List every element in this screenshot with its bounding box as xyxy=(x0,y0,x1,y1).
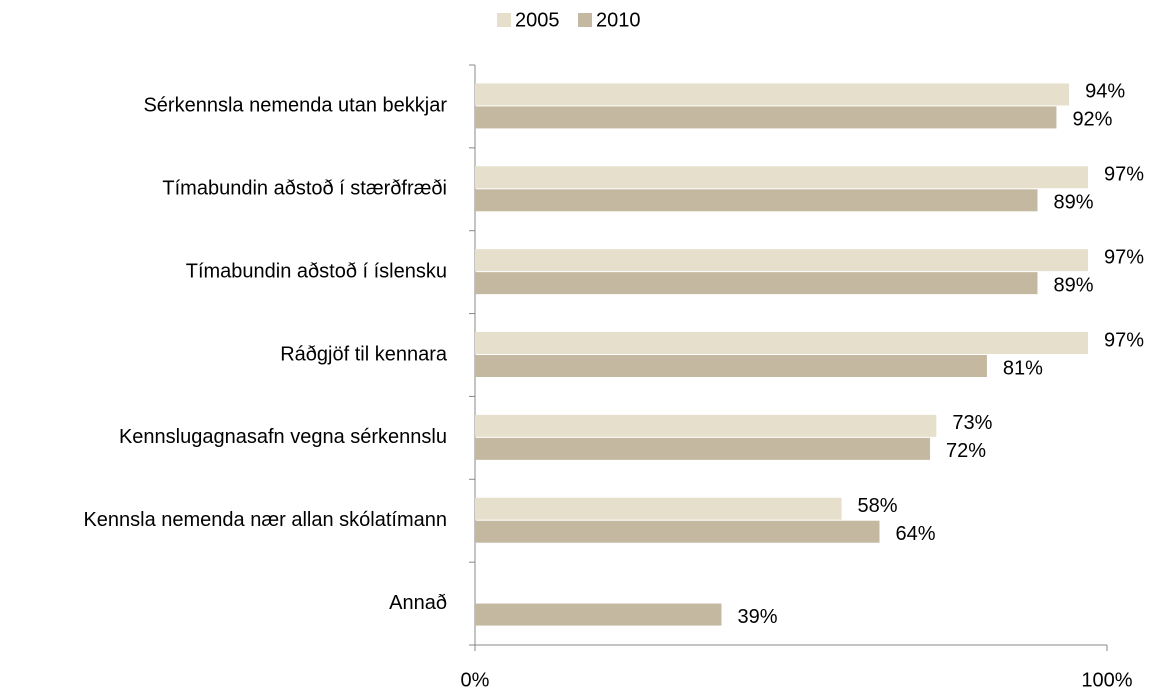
bar xyxy=(475,332,1089,354)
data-label: 39% xyxy=(737,606,777,628)
x-tick-label: 100% xyxy=(1081,669,1132,691)
data-label: 92% xyxy=(1072,109,1112,131)
category-label: Sérkennsla nemenda utan bekkjar xyxy=(143,95,447,117)
category-label: Kennslugagnasafn vegna sérkennslu xyxy=(119,426,447,448)
legend-label: 2005 xyxy=(515,9,560,31)
data-label: 72% xyxy=(946,440,986,462)
bar xyxy=(475,437,931,460)
bar xyxy=(475,166,1089,189)
legend-swatch xyxy=(578,13,592,27)
category-label: Kennsla nemenda nær allan skólatímann xyxy=(83,509,447,531)
data-label: 97% xyxy=(1104,164,1144,186)
bar xyxy=(475,249,1089,272)
category-label: Tímabundin aðstoð í íslensku xyxy=(186,260,447,282)
data-label: 97% xyxy=(1104,329,1144,351)
bar xyxy=(475,414,937,437)
legend-swatch xyxy=(497,13,511,27)
category-label: Tímabundin aðstoð í stærðfræði xyxy=(162,178,447,200)
bar xyxy=(475,189,1038,212)
category-label: Annað xyxy=(389,592,447,614)
data-label: 81% xyxy=(1003,357,1043,379)
data-label: 97% xyxy=(1104,246,1144,268)
bar xyxy=(475,497,842,520)
bar xyxy=(475,272,1038,295)
bar xyxy=(475,106,1057,129)
data-label: 94% xyxy=(1085,81,1125,103)
bar xyxy=(475,83,1070,106)
data-label: 89% xyxy=(1053,274,1093,296)
data-label: 58% xyxy=(858,495,898,517)
legend-label: 2010 xyxy=(596,9,641,31)
x-tick-label: 0% xyxy=(461,669,490,691)
data-label: 73% xyxy=(952,412,992,434)
data-label: 64% xyxy=(895,523,935,545)
category-label: Ráðgjöf til kennara xyxy=(280,343,448,365)
bar xyxy=(475,603,722,626)
data-label: 89% xyxy=(1053,192,1093,214)
bar xyxy=(475,355,987,377)
bar xyxy=(475,520,880,543)
